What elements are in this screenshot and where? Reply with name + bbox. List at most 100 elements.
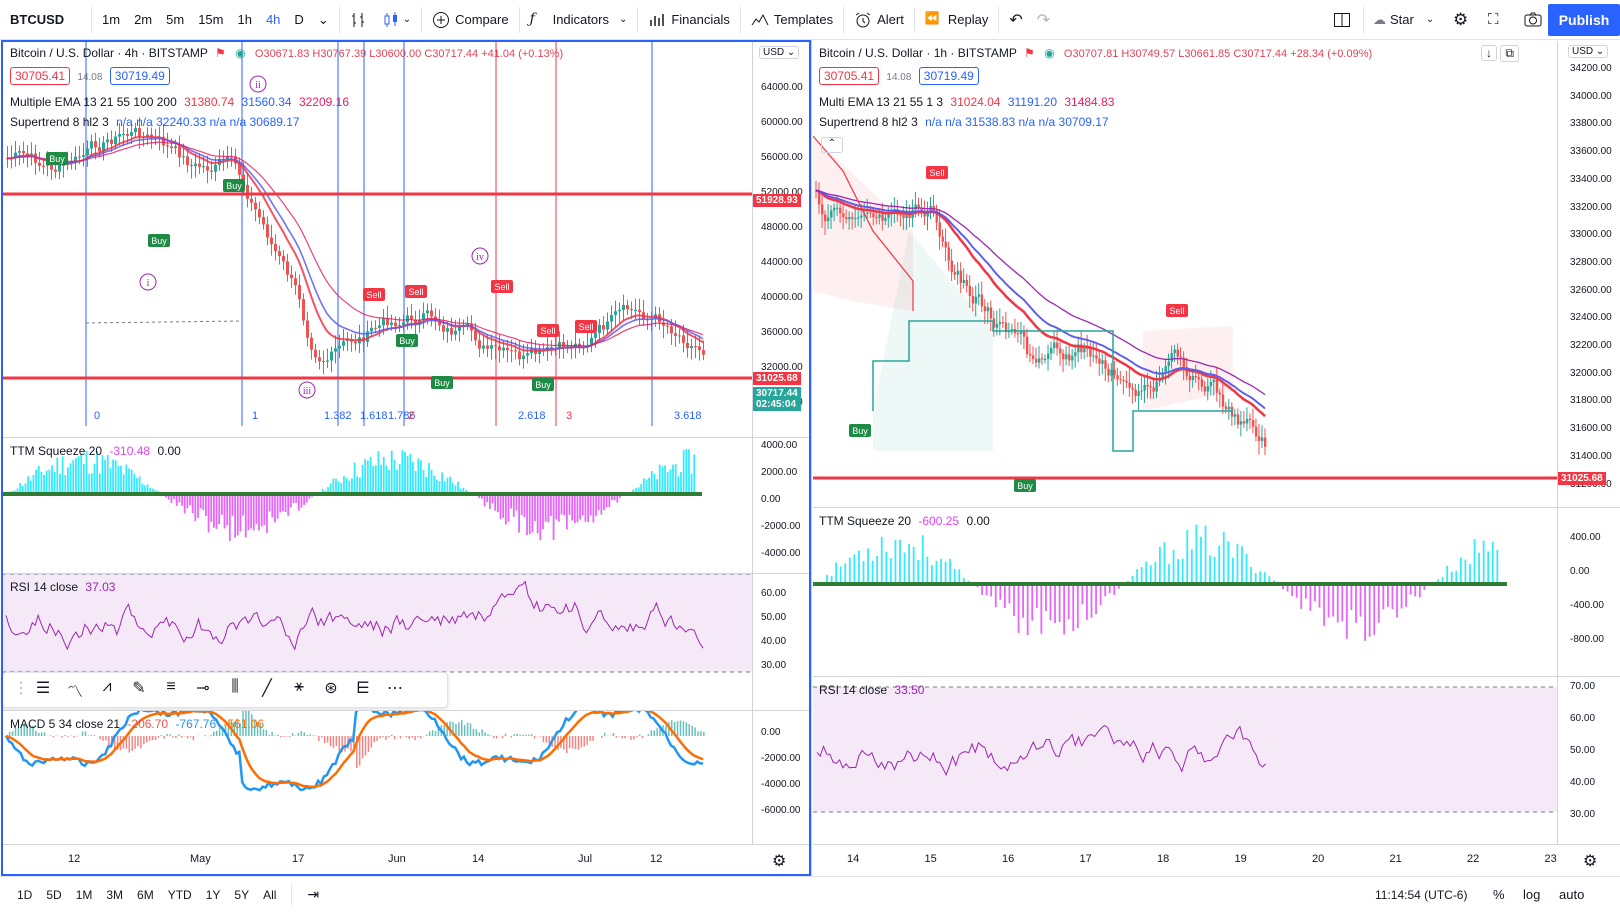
buy-price-chip[interactable]: 30719.49 bbox=[918, 67, 979, 85]
sell-price-chip[interactable]: 30705.41 bbox=[10, 67, 71, 85]
star-button[interactable]: ☁ Star ⌄ bbox=[1366, 0, 1441, 40]
right-ttm-pane[interactable]: TTM Squeeze 20 -600.25 0.00 bbox=[813, 508, 1557, 676]
left-price-axis[interactable]: 64000.00 60000.00 56000.00 52000.00 48000.00… bbox=[752, 41, 809, 437]
price-range-icon[interactable]: ⫼ bbox=[231, 678, 239, 695]
layout-button[interactable] bbox=[1326, 0, 1358, 40]
right-time-axis[interactable]: ⚙ 14 15 16 17 18 19 20 21 22 23 bbox=[813, 844, 1620, 874]
arrow-down-icon[interactable]: ↓ bbox=[1481, 45, 1497, 61]
right-price-chart[interactable]: Sell Buy Sell Buy bbox=[813, 41, 1557, 507]
pane-divider[interactable] bbox=[2, 437, 809, 438]
interval-1h[interactable]: 1h bbox=[237, 12, 252, 27]
candle-body bbox=[989, 307, 993, 319]
goto-date-icon[interactable]: ⇥ bbox=[307, 886, 320, 902]
layout-splitter[interactable] bbox=[811, 40, 812, 876]
zigzag-icon[interactable]: 〽 bbox=[66, 684, 83, 701]
alert-button[interactable]: Alert bbox=[847, 0, 911, 40]
right-ttm-chart[interactable] bbox=[813, 508, 1557, 676]
range-6M[interactable]: 6M bbox=[137, 887, 154, 902]
macd-hist-bar bbox=[548, 736, 550, 744]
currency-selector[interactable]: USD ⌄ bbox=[1568, 45, 1609, 58]
left-ttm-axis[interactable]: 4000.00 2000.00 0.00 -2000.00 -4000.00 bbox=[752, 438, 809, 573]
interval-4h[interactable]: 4h bbox=[265, 12, 281, 27]
flag-icon[interactable]: ⚑ bbox=[1023, 46, 1035, 60]
buy-price-chip[interactable]: 30719.49 bbox=[109, 67, 170, 85]
candle-style-icon[interactable]: ⌄ bbox=[375, 0, 418, 40]
price-axis-tick: 70.00 bbox=[761, 574, 786, 575]
range-5Y[interactable]: 5Y bbox=[234, 887, 250, 902]
right-price-axis[interactable]: 34200.00 34000.00 33800.00 33600.00 33400.00… bbox=[1557, 41, 1620, 507]
price-axis-tick: 50.00 bbox=[761, 612, 787, 623]
gann-icon[interactable]: ⊛ bbox=[324, 680, 338, 697]
auto-toggle[interactable]: auto bbox=[1559, 887, 1585, 902]
range-YTD[interactable]: YTD bbox=[167, 887, 192, 902]
currency-selector[interactable]: USD ⌄ bbox=[759, 46, 800, 59]
ttm-bar bbox=[122, 474, 125, 494]
financials-button[interactable]: Financials bbox=[641, 0, 737, 40]
interval-15m[interactable]: 15m bbox=[198, 12, 224, 27]
range-1D[interactable]: 1D bbox=[17, 887, 33, 902]
left-rsi-axis[interactable]: 70.00 60.00 50.00 40.00 30.00 bbox=[752, 574, 809, 710]
range-5D[interactable]: 5D bbox=[46, 887, 62, 902]
right-rsi-axis[interactable]: 70.00 60.00 50.00 40.00 30.00 bbox=[1557, 677, 1620, 844]
left-macd-chart[interactable] bbox=[2, 711, 752, 844]
templates-button[interactable]: Templates bbox=[744, 0, 840, 40]
fib-icon[interactable]: ≡ bbox=[166, 678, 176, 695]
right-ttm-axis[interactable]: 800.00 400.00 0.00 -400.00 -800.00 bbox=[1557, 508, 1620, 676]
fullscreen-button[interactable]: ⛶ bbox=[1481, 0, 1506, 40]
channel-icon[interactable]: ⋿ bbox=[356, 680, 370, 697]
axis-settings-icon[interactable]: ⚙ bbox=[772, 853, 787, 870]
percent-toggle[interactable]: % bbox=[1493, 887, 1505, 902]
pane-divider[interactable] bbox=[813, 507, 1620, 508]
macd-hist-bar bbox=[277, 734, 279, 736]
interval-2m[interactable]: 2m bbox=[134, 12, 153, 27]
flag-icon[interactable]: ⚑ bbox=[214, 46, 226, 60]
left-macd-axis[interactable]: 2000.00 0.00 -2000.00 -4000.00 -6000.00 bbox=[752, 711, 809, 844]
right-rsi-pane[interactable]: RSI 14 close 33.50 bbox=[813, 677, 1557, 844]
redo-button[interactable]: ↷ bbox=[1036, 11, 1051, 29]
trend-line-icon[interactable]: ╱ bbox=[262, 680, 272, 697]
right-main-pane[interactable]: Sell Buy Sell Buy Bitcoin / U.S. Dollar · 1… bbox=[813, 41, 1557, 507]
range-1M[interactable]: 1M bbox=[75, 887, 93, 902]
left-macd-pane[interactable]: MACD 5 34 close 21 -206.70 -767.76 -561.… bbox=[2, 711, 752, 844]
bar-style-icon[interactable] bbox=[343, 0, 375, 40]
collapse-legend-button[interactable]: ⌃ bbox=[821, 137, 843, 153]
interval-dropdown-icon[interactable]: ⌄ bbox=[317, 11, 329, 27]
more-tools-icon[interactable]: ⋯ bbox=[387, 680, 403, 697]
left-ttm-chart[interactable] bbox=[2, 438, 752, 573]
range-3M[interactable]: 3M bbox=[106, 887, 124, 902]
left-rsi-chart[interactable] bbox=[2, 574, 752, 710]
pattern-icon[interactable]: ⩘ bbox=[102, 678, 112, 695]
compare-button[interactable]: Compare bbox=[425, 0, 515, 40]
maximize-pane-icon[interactable]: ⧉ bbox=[1500, 45, 1519, 62]
drag-handle-icon[interactable]: ⋮ bbox=[13, 680, 29, 697]
brush-icon[interactable]: ✎ bbox=[132, 680, 146, 697]
sell-price-chip[interactable]: 30705.41 bbox=[819, 67, 880, 85]
macd-hist-bar bbox=[93, 735, 95, 736]
replay-button[interactable]: ⏪ Replay bbox=[918, 0, 995, 40]
interval-5m[interactable]: 5m bbox=[166, 12, 185, 27]
toolbar-separator bbox=[998, 6, 1000, 33]
interval-D[interactable]: D bbox=[294, 12, 304, 27]
pane-divider[interactable] bbox=[813, 676, 1620, 677]
left-ttm-pane[interactable]: TTM Squeeze 20 -310.48 0.00 bbox=[2, 438, 752, 573]
range-All[interactable]: All bbox=[263, 887, 277, 902]
range-1Y[interactable]: 1Y bbox=[205, 887, 221, 902]
left-main-pane[interactable]: Buy Buy Buy Sell Sell Sell Buy Sell Sell Buy Buy 0 1… bbox=[2, 41, 752, 437]
symbol-search[interactable]: BTCUSD bbox=[10, 12, 65, 27]
snapshot-button[interactable] bbox=[1516, 0, 1550, 40]
log-toggle[interactable]: log bbox=[1523, 887, 1541, 902]
axis-settings-icon[interactable]: ⚙ bbox=[1583, 853, 1598, 870]
left-price-chart[interactable]: Buy Buy Buy Sell Sell Sell Buy Sell Sell Buy Buy 0 1… bbox=[2, 41, 752, 437]
right-title-row: Bitcoin / U.S. Dollar · 1h · BITSTAMP ⚑ … bbox=[819, 46, 1372, 60]
hline-tool-icon[interactable]: ⊸ bbox=[196, 680, 210, 697]
indicators-button[interactable]: ƒ Indicators ⌄ bbox=[523, 0, 635, 40]
interval-1m[interactable]: 1m bbox=[102, 12, 121, 27]
node-icon[interactable]: ⚹ bbox=[294, 678, 304, 695]
undo-button[interactable]: ↶ bbox=[1009, 11, 1023, 29]
clock[interactable]: 11:14:54 (UTC-6) bbox=[1375, 887, 1468, 902]
horizontal-lines-icon[interactable]: ☰ bbox=[35, 680, 51, 697]
right-rsi-chart[interactable] bbox=[813, 677, 1557, 844]
left-time-axis[interactable]: ⚙ 12 May 17 Jun 14 Jul 12 bbox=[2, 844, 809, 874]
settings-button[interactable]: ⚙ bbox=[1446, 0, 1475, 40]
publish-button[interactable]: Publish bbox=[1548, 4, 1620, 36]
